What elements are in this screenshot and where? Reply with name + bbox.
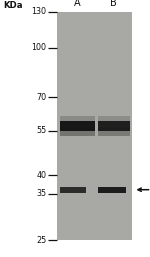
Bar	[60, 187, 85, 192]
Text: 100: 100	[32, 43, 46, 52]
Bar	[98, 121, 130, 131]
Text: 40: 40	[36, 171, 46, 180]
Text: KDa: KDa	[3, 1, 22, 10]
Bar	[98, 116, 130, 126]
Bar	[98, 126, 130, 136]
Text: 55: 55	[36, 126, 46, 135]
Text: 35: 35	[36, 189, 46, 198]
Text: 130: 130	[32, 7, 46, 16]
Text: A: A	[74, 0, 81, 8]
Text: 70: 70	[36, 93, 46, 102]
Bar	[60, 121, 94, 131]
Text: 25: 25	[36, 236, 46, 245]
Bar	[60, 126, 94, 136]
Text: B: B	[110, 0, 117, 8]
Bar	[57, 12, 132, 240]
Bar	[60, 116, 94, 126]
Bar	[98, 187, 126, 192]
